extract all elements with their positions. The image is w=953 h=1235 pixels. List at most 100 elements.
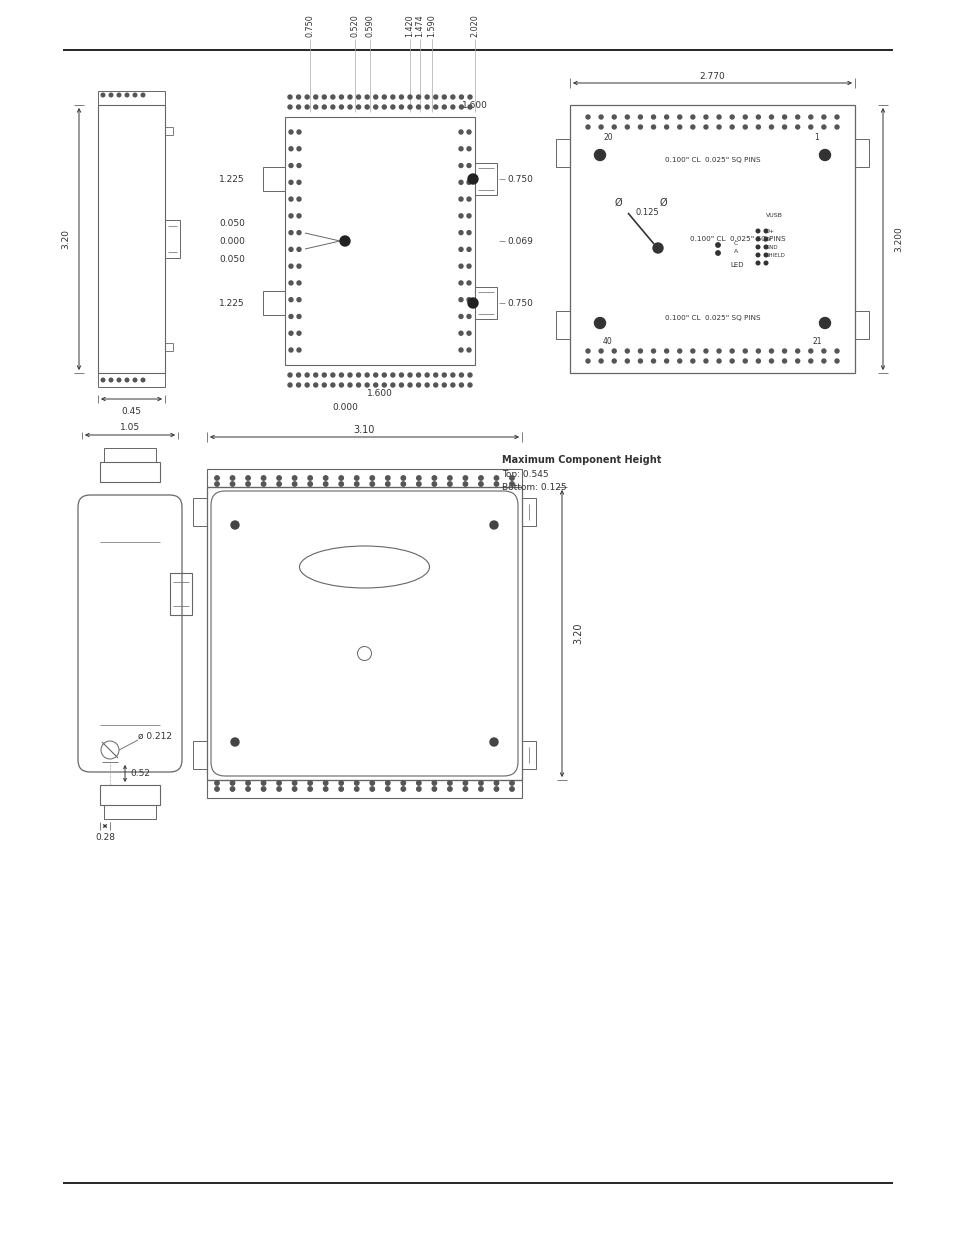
Circle shape	[458, 147, 462, 151]
Circle shape	[468, 174, 477, 184]
Circle shape	[288, 105, 292, 109]
Bar	[98, 373, 165, 387]
Text: A: A	[733, 248, 738, 253]
Circle shape	[478, 482, 482, 487]
Circle shape	[425, 383, 429, 387]
Circle shape	[651, 125, 655, 128]
Circle shape	[467, 180, 471, 184]
Circle shape	[612, 359, 616, 363]
Circle shape	[664, 125, 668, 128]
Circle shape	[296, 373, 300, 377]
Circle shape	[763, 246, 767, 248]
Circle shape	[795, 125, 799, 128]
Circle shape	[370, 475, 375, 480]
Circle shape	[231, 739, 239, 746]
Text: 0.050: 0.050	[219, 219, 245, 227]
Circle shape	[434, 95, 437, 99]
Circle shape	[356, 105, 360, 109]
Circle shape	[331, 105, 335, 109]
Circle shape	[808, 115, 812, 119]
Bar	[104, 805, 156, 819]
Circle shape	[624, 350, 629, 353]
Circle shape	[339, 105, 343, 109]
Circle shape	[467, 264, 471, 268]
Circle shape	[756, 115, 760, 119]
Circle shape	[458, 247, 462, 252]
Circle shape	[459, 373, 463, 377]
Circle shape	[408, 105, 412, 109]
Circle shape	[400, 475, 405, 480]
Text: 0.52: 0.52	[130, 769, 150, 778]
Bar	[521, 498, 536, 526]
Circle shape	[717, 359, 720, 363]
Circle shape	[467, 214, 471, 217]
Circle shape	[467, 163, 471, 168]
Circle shape	[416, 787, 420, 792]
Circle shape	[756, 261, 759, 264]
Circle shape	[339, 373, 343, 377]
Circle shape	[141, 93, 145, 96]
Text: Bottom: 0.125: Bottom: 0.125	[501, 483, 566, 492]
Text: 0.100" CL  0.025" SQ PINS: 0.100" CL 0.025" SQ PINS	[664, 157, 760, 163]
Circle shape	[261, 787, 266, 792]
Circle shape	[331, 373, 335, 377]
Circle shape	[289, 180, 293, 184]
Circle shape	[509, 475, 514, 480]
Text: 3.20: 3.20	[573, 622, 582, 645]
Circle shape	[230, 482, 234, 487]
Circle shape	[391, 373, 395, 377]
Circle shape	[365, 373, 369, 377]
Text: 1.225: 1.225	[219, 174, 245, 184]
Circle shape	[323, 475, 328, 480]
Circle shape	[458, 298, 462, 301]
Text: 3.10: 3.10	[354, 425, 375, 435]
Circle shape	[458, 163, 462, 168]
Circle shape	[214, 781, 219, 785]
Circle shape	[338, 787, 343, 792]
Circle shape	[442, 95, 446, 99]
Circle shape	[289, 247, 293, 252]
Circle shape	[690, 115, 694, 119]
Circle shape	[756, 125, 760, 128]
Text: 1.474: 1.474	[416, 15, 424, 37]
Circle shape	[834, 359, 838, 363]
Circle shape	[338, 482, 343, 487]
Circle shape	[763, 253, 767, 257]
Circle shape	[296, 331, 301, 335]
Circle shape	[230, 787, 234, 792]
Circle shape	[289, 198, 293, 201]
Circle shape	[305, 95, 309, 99]
Circle shape	[624, 115, 629, 119]
Circle shape	[246, 482, 250, 487]
Circle shape	[382, 373, 386, 377]
Circle shape	[355, 781, 358, 785]
Circle shape	[289, 163, 293, 168]
Circle shape	[717, 125, 720, 128]
Circle shape	[442, 383, 446, 387]
Circle shape	[261, 475, 266, 480]
Circle shape	[795, 115, 799, 119]
Circle shape	[348, 95, 352, 99]
Circle shape	[296, 147, 301, 151]
Circle shape	[458, 180, 462, 184]
Circle shape	[742, 115, 746, 119]
Circle shape	[293, 482, 296, 487]
Circle shape	[214, 482, 219, 487]
Text: 0.750: 0.750	[506, 174, 533, 184]
Circle shape	[432, 787, 436, 792]
Circle shape	[293, 787, 296, 792]
Circle shape	[756, 230, 759, 233]
Circle shape	[451, 95, 455, 99]
Bar	[263, 291, 285, 315]
Circle shape	[447, 787, 452, 792]
Circle shape	[756, 237, 759, 241]
Circle shape	[434, 105, 437, 109]
Circle shape	[348, 373, 352, 377]
Circle shape	[808, 350, 812, 353]
Text: Top: 0.545: Top: 0.545	[501, 469, 548, 478]
Circle shape	[598, 350, 602, 353]
Circle shape	[451, 373, 455, 377]
Text: 40: 40	[602, 336, 612, 346]
Bar	[854, 140, 868, 167]
Circle shape	[478, 787, 482, 792]
